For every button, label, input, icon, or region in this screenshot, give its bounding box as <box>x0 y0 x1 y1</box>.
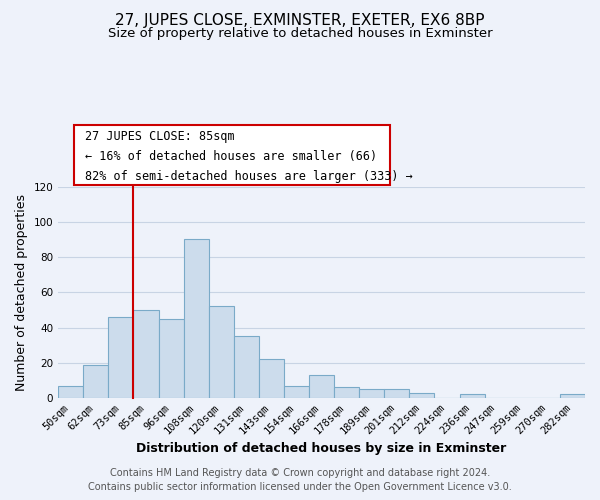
Bar <box>209 306 234 398</box>
Bar <box>259 359 284 398</box>
Bar <box>284 386 309 398</box>
Bar <box>58 386 83 398</box>
Bar <box>309 375 334 398</box>
Bar <box>560 394 585 398</box>
Bar <box>184 240 209 398</box>
X-axis label: Distribution of detached houses by size in Exminster: Distribution of detached houses by size … <box>136 442 507 455</box>
Text: 27 JUPES CLOSE: 85sqm
← 16% of detached houses are smaller (66)
82% of semi-deta: 27 JUPES CLOSE: 85sqm ← 16% of detached … <box>85 130 412 182</box>
Bar <box>158 318 184 398</box>
Text: Contains HM Land Registry data © Crown copyright and database right 2024.
Contai: Contains HM Land Registry data © Crown c… <box>88 468 512 492</box>
Text: Size of property relative to detached houses in Exminster: Size of property relative to detached ho… <box>107 28 493 40</box>
Bar <box>109 317 133 398</box>
Bar <box>83 364 109 398</box>
FancyBboxPatch shape <box>74 126 390 184</box>
Y-axis label: Number of detached properties: Number of detached properties <box>15 194 28 391</box>
Bar <box>385 389 409 398</box>
Bar <box>334 388 359 398</box>
Bar <box>460 394 485 398</box>
Bar <box>409 392 434 398</box>
Bar <box>359 389 385 398</box>
Text: 27, JUPES CLOSE, EXMINSTER, EXETER, EX6 8BP: 27, JUPES CLOSE, EXMINSTER, EXETER, EX6 … <box>115 12 485 28</box>
Bar <box>133 310 158 398</box>
Bar <box>234 336 259 398</box>
